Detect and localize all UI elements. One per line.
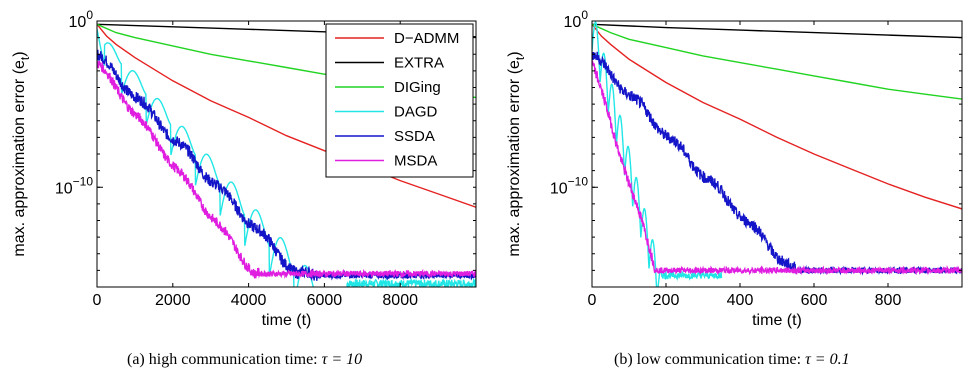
legend-label: DAGD: [394, 104, 438, 121]
x-tick-label: 8000: [382, 292, 418, 309]
y-tick-label: 100: [69, 8, 94, 31]
x-tick-label: 800: [875, 292, 902, 309]
caption-a-label: (a): [127, 351, 145, 368]
legend-label: SSDA: [394, 128, 435, 145]
x-tick-label: 2000: [155, 292, 191, 309]
x-tick-label: 0: [588, 292, 597, 309]
legend-label: EXTRA: [394, 55, 444, 72]
series-line-diging: [592, 23, 962, 100]
series-line-dadmm: [592, 23, 962, 210]
series-line-dagd: [97, 29, 476, 287]
legend-box: [325, 23, 474, 178]
y-tick-label: 100: [564, 8, 589, 31]
y-axis-label: max. approximation error (et): [506, 51, 527, 256]
y-tick-label: 10−10: [550, 174, 588, 197]
x-tick-label: 200: [653, 292, 680, 309]
caption-b-text: low communication time:: [636, 351, 802, 368]
chart-a: 0 2000 4000 6000 8000 100 10−10 time (t) max. ap…: [11, 8, 477, 329]
x-axis-label: time (t): [262, 312, 312, 329]
x-tick-label: 400: [727, 292, 754, 309]
legend-label: DIGing: [394, 79, 441, 96]
caption-a-math: τ = 10: [321, 351, 363, 368]
x-tick-label: 600: [801, 292, 828, 309]
y-axis-label: max. approximation error (et): [11, 51, 32, 256]
y-tick-label: 10−10: [55, 174, 93, 197]
x-tick-label: 0: [93, 292, 102, 309]
series-line-msda: [97, 60, 476, 280]
legend-label: MSDA: [394, 153, 437, 170]
caption-a-text: high communication time:: [148, 351, 318, 368]
caption-b-math: τ = 0.1: [805, 351, 850, 368]
x-tick-label: 4000: [231, 292, 267, 309]
legend-label: D−ADMM: [394, 30, 459, 47]
caption-b: (b) low communication time: τ = 0.1: [614, 351, 850, 369]
legend: D−ADMM EXTRA DIGing DAGD SSDA MSDA: [325, 23, 474, 178]
caption-b-label: (b): [614, 351, 633, 368]
x-tick-label: 6000: [307, 292, 343, 309]
series-line-dagd: [592, 21, 723, 287]
chart-b: 0 200 400 600 800 100 10−10 time (t) max. approx…: [506, 8, 963, 329]
series-line-extra: [592, 23, 962, 39]
caption-a: (a) high communication time: τ = 10: [127, 351, 362, 369]
x-axis-label: time (t): [752, 312, 802, 329]
plot-area: [592, 21, 962, 287]
series-line-msda: [592, 59, 962, 276]
